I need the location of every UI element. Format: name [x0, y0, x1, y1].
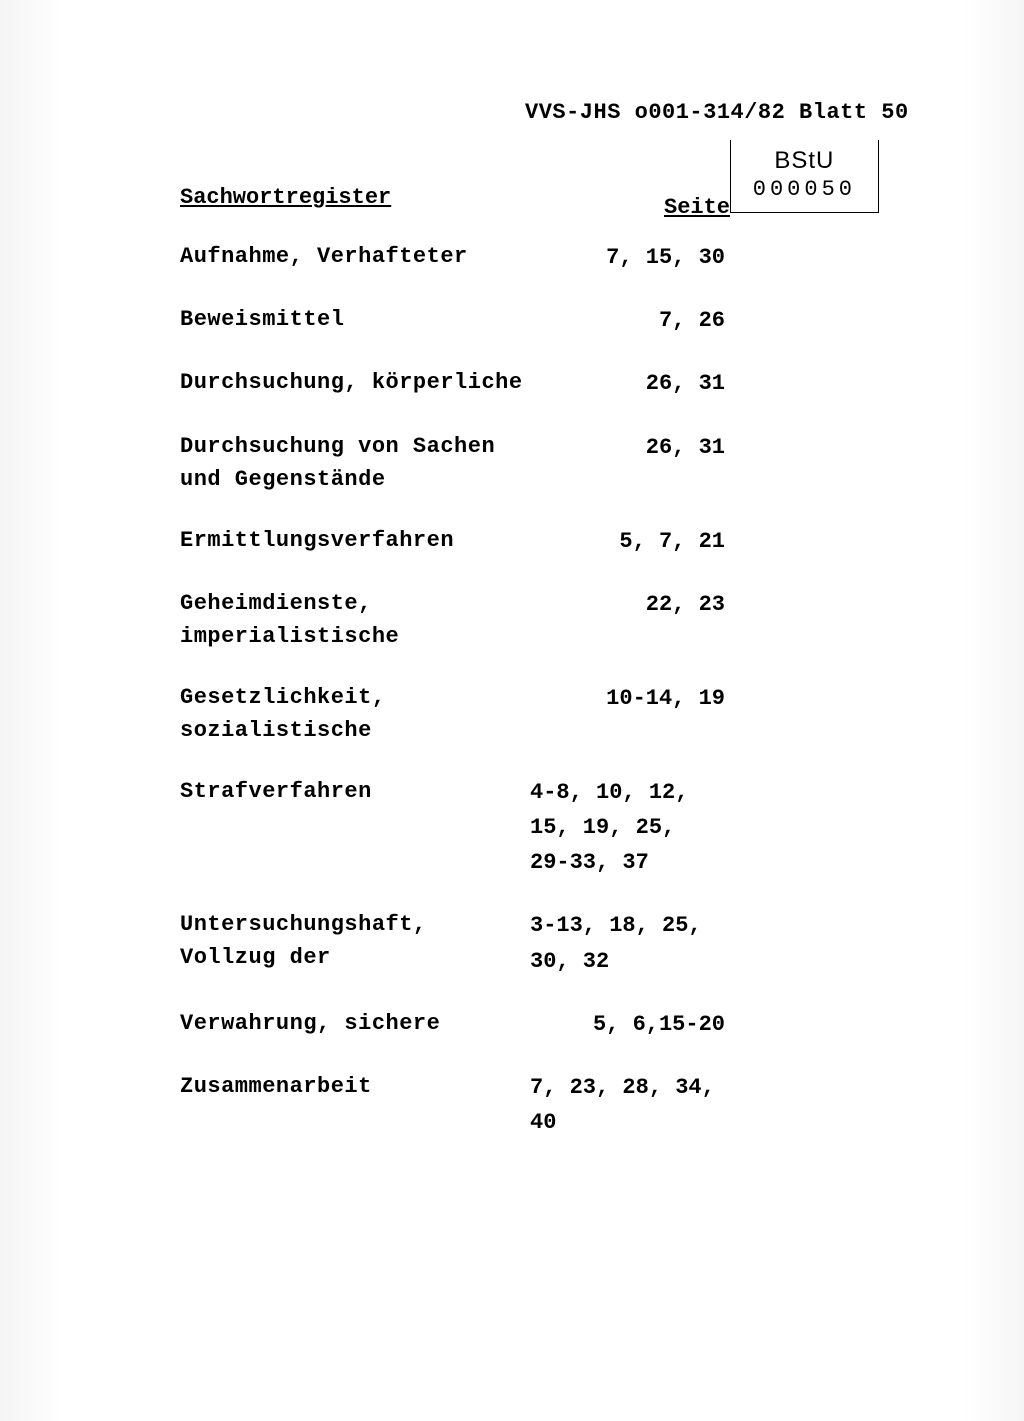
index-term: Beweismittel — [180, 303, 530, 336]
index-entry: Verwahrung, sichere5, 6,15-20 — [180, 1007, 740, 1042]
index-entry: Ermittlungsverfahren5, 7, 21 — [180, 524, 740, 559]
index-term: Geheimdienste, imperialistische — [180, 587, 530, 653]
index-pages: 3-13, 18, 25, 30, 32 — [530, 908, 725, 978]
index-entry: Durchsuchung, körperliche26, 31 — [180, 366, 740, 401]
index-term: Untersuchungshaft, Vollzug der — [180, 908, 530, 974]
index-term: Gesetzlichkeit, sozialistische — [180, 681, 530, 747]
stamp-number: 000050 — [753, 176, 856, 204]
index-term: Durchsuchung von Sachen und Gegenstände — [180, 430, 530, 496]
index-entry: Untersuchungshaft, Vollzug der3-13, 18, … — [180, 908, 740, 978]
index-pages: 7, 23, 28, 34, 40 — [530, 1070, 725, 1140]
index-entry: Gesetzlichkeit, sozialistische10-14, 19 — [180, 681, 740, 747]
index-entry: Strafverfahren4-8, 10, 12, 15, 19, 25, 2… — [180, 775, 740, 881]
page-column-header: Seite — [664, 195, 730, 220]
index-pages: 7, 15, 30 — [530, 240, 725, 275]
archive-stamp: BStU 000050 — [730, 140, 879, 213]
index-term: Strafverfahren — [180, 775, 530, 808]
index-pages: 5, 7, 21 — [530, 524, 725, 559]
index-term: Zusammenarbeit — [180, 1070, 530, 1103]
index-entry: Zusammenarbeit7, 23, 28, 34, 40 — [180, 1070, 740, 1140]
stamp-abbreviation: BStU — [753, 146, 856, 176]
index-pages: 5, 6,15-20 — [530, 1007, 725, 1042]
index-term: Aufnahme, Verhafteter — [180, 240, 530, 273]
index-entry: Durchsuchung von Sachen und Gegenstände2… — [180, 430, 740, 496]
index-term: Durchsuchung, körperliche — [180, 366, 530, 399]
index-pages: 26, 31 — [530, 430, 725, 465]
document-page: VVS-JHS o001-314/82 Blatt 50 BStU 000050… — [0, 0, 1024, 1421]
index-pages: 26, 31 — [530, 366, 725, 401]
index-pages: 22, 23 — [530, 587, 725, 622]
index-title: Sachwortregister — [180, 185, 391, 210]
index-pages: 7, 26 — [530, 303, 725, 338]
index-term: Ermittlungsverfahren — [180, 524, 530, 557]
index-entry: Beweismittel7, 26 — [180, 303, 740, 338]
index-entry: Aufnahme, Verhafteter7, 15, 30 — [180, 240, 740, 275]
document-reference: VVS-JHS o001-314/82 Blatt 50 — [525, 100, 909, 125]
index-term: Verwahrung, sichere — [180, 1007, 530, 1040]
index-entry: Geheimdienste, imperialistische22, 23 — [180, 587, 740, 653]
index-pages: 10-14, 19 — [530, 681, 725, 716]
index-list: Aufnahme, Verhafteter7, 15, 30Beweismitt… — [180, 240, 740, 1168]
index-pages: 4-8, 10, 12, 15, 19, 25, 29-33, 37 — [530, 775, 725, 881]
